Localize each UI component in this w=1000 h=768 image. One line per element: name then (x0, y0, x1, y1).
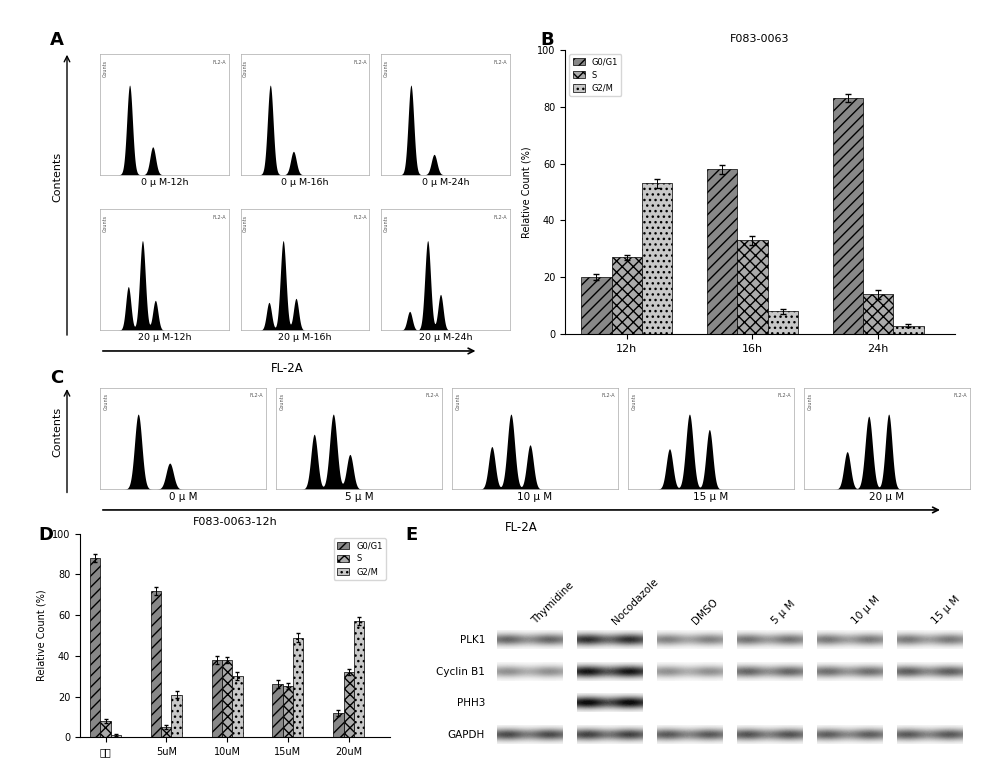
Text: Counts: Counts (243, 60, 248, 77)
Text: 0 μ M: 0 μ M (169, 492, 197, 502)
Y-axis label: Relative Count (%): Relative Count (%) (521, 146, 531, 238)
Bar (642, 184, 672, 334)
Text: Counts: Counts (243, 215, 248, 233)
Bar (737, 240, 768, 334)
Title: F083-0063-12h: F083-0063-12h (193, 518, 277, 528)
Text: Thymidine: Thymidine (530, 580, 576, 626)
Text: Counts: Counts (631, 393, 636, 410)
Text: FL2-A: FL2-A (353, 60, 367, 65)
Text: Counts: Counts (103, 393, 108, 410)
Y-axis label: Relative Count (%): Relative Count (%) (36, 590, 46, 681)
Bar (171, 694, 182, 737)
Text: PLK1: PLK1 (460, 635, 485, 645)
Bar (768, 311, 798, 334)
Text: Counts: Counts (455, 393, 460, 410)
Text: FL-2A: FL-2A (271, 362, 304, 375)
Bar (161, 727, 171, 737)
Bar (833, 98, 863, 334)
Bar (90, 558, 100, 737)
Text: Contents: Contents (52, 407, 62, 457)
Text: 15 μ M: 15 μ M (930, 594, 962, 626)
Text: Counts: Counts (384, 215, 389, 233)
Text: DMSO: DMSO (690, 597, 720, 626)
Text: FL2-A: FL2-A (953, 393, 967, 398)
Text: 0 μ M-24h: 0 μ M-24h (422, 177, 469, 187)
Text: 20 μ M: 20 μ M (869, 492, 905, 502)
Text: FL2-A: FL2-A (249, 393, 263, 398)
Text: Counts: Counts (384, 60, 389, 77)
Legend: G0/G1, S, G2/M: G0/G1, S, G2/M (334, 538, 386, 580)
Text: Contents: Contents (52, 151, 62, 202)
Text: C: C (50, 369, 63, 386)
Text: 0 μ M-16h: 0 μ M-16h (281, 177, 329, 187)
Text: 20 μ M-16h: 20 μ M-16h (278, 333, 332, 343)
Text: 10 μ M: 10 μ M (850, 594, 882, 626)
Bar (222, 660, 232, 737)
Text: A: A (50, 31, 64, 48)
Text: FL2-A: FL2-A (353, 215, 367, 220)
Text: Counts: Counts (807, 393, 812, 410)
Text: E: E (405, 526, 417, 544)
Bar (283, 687, 293, 737)
Bar (707, 169, 737, 334)
Text: FL-2A: FL-2A (505, 521, 538, 534)
Text: 10 μ M: 10 μ M (517, 492, 553, 502)
Bar (232, 676, 243, 737)
Text: Nocodazole: Nocodazole (610, 576, 660, 626)
Bar (581, 277, 612, 334)
Text: D: D (38, 526, 53, 544)
Text: PHH3: PHH3 (457, 698, 485, 708)
Text: FL2-A: FL2-A (212, 215, 226, 220)
Bar (893, 326, 924, 334)
Bar (863, 294, 893, 334)
Bar (293, 637, 303, 737)
Text: 5 μ M: 5 μ M (770, 598, 797, 626)
Text: B: B (540, 31, 554, 48)
Text: Counts: Counts (103, 60, 108, 77)
Bar (344, 672, 354, 737)
Text: FL2-A: FL2-A (494, 60, 507, 65)
Text: Cyclin B1: Cyclin B1 (436, 667, 485, 677)
Text: 5 μ M: 5 μ M (345, 492, 373, 502)
Text: 0 μ M-12h: 0 μ M-12h (141, 177, 188, 187)
Bar (612, 257, 642, 334)
Text: FL2-A: FL2-A (777, 393, 791, 398)
Text: 15 μ M: 15 μ M (693, 492, 729, 502)
Bar (354, 621, 364, 737)
Text: FL2-A: FL2-A (601, 393, 615, 398)
Bar (151, 591, 161, 737)
Text: 20 μ M-24h: 20 μ M-24h (419, 333, 472, 343)
Bar (333, 713, 344, 737)
Bar (100, 721, 111, 737)
Text: FL2-A: FL2-A (494, 215, 507, 220)
Text: Counts: Counts (103, 215, 108, 233)
Text: FL2-A: FL2-A (212, 60, 226, 65)
Title: F083-0063: F083-0063 (730, 34, 790, 44)
Text: FL2-A: FL2-A (425, 393, 439, 398)
Text: Counts: Counts (279, 393, 284, 410)
Text: 20 μ M-12h: 20 μ M-12h (138, 333, 191, 343)
Bar (212, 660, 222, 737)
Bar (111, 735, 121, 737)
Bar (272, 684, 283, 737)
Legend: G0/G1, S, G2/M: G0/G1, S, G2/M (569, 54, 621, 96)
Text: GAPDH: GAPDH (448, 730, 485, 740)
